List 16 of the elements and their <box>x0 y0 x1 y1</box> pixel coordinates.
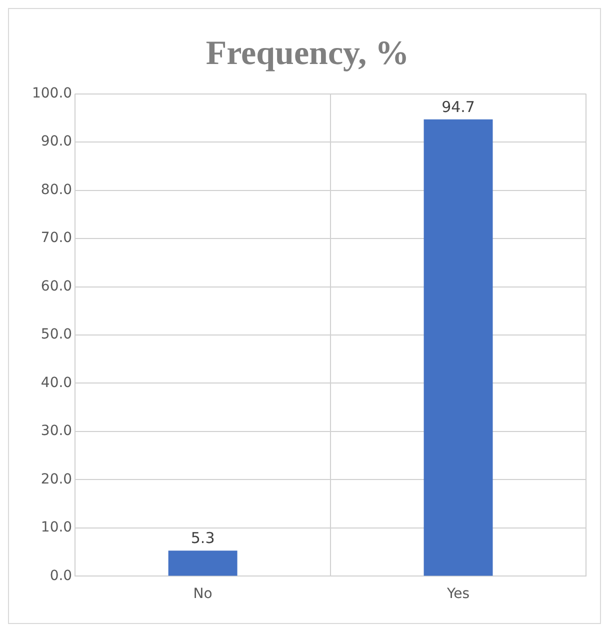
data-label: 94.7 <box>442 98 475 116</box>
y-tick-label: 70.0 <box>40 230 72 246</box>
y-tick-label: 40.0 <box>40 374 72 391</box>
y-tick-label: 60.0 <box>40 278 72 294</box>
x-tick-label: No <box>193 586 212 602</box>
x-tick-label: Yes <box>446 586 470 602</box>
data-label: 5.3 <box>190 529 215 548</box>
chart-title: Frequency, % <box>206 35 410 72</box>
y-tick-label: 100.0 <box>32 85 72 102</box>
y-tick-label: 80.0 <box>40 182 72 198</box>
y-tick-label: 50.0 <box>40 326 72 343</box>
y-tick-label: 0.0 <box>50 568 72 584</box>
y-tick-label: 90.0 <box>40 134 72 150</box>
y-tick-label: 10.0 <box>40 520 72 536</box>
y-tick-label: 20.0 <box>40 471 72 488</box>
y-tick-label: 30.0 <box>40 423 72 440</box>
